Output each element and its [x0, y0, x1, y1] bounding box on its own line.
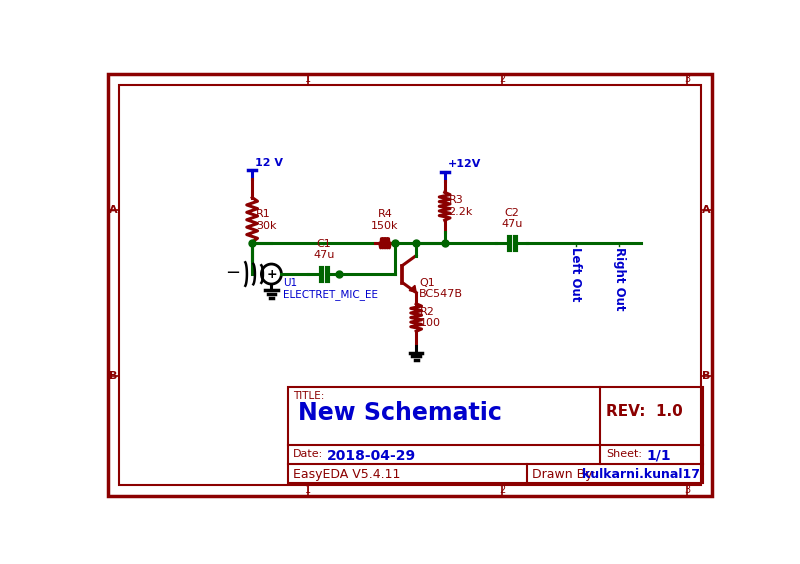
Bar [288, 387, 702, 483]
Text: R1
30k: R1 30k [256, 209, 277, 231]
Text: +: + [267, 267, 278, 280]
Text: 2018-04-29: 2018-04-29 [327, 449, 416, 463]
Text: TITLE:: TITLE: [293, 391, 324, 401]
Text: 2: 2 [499, 486, 506, 495]
Text: 1: 1 [305, 486, 310, 495]
Text: REV:  1.0: REV: 1.0 [606, 404, 683, 419]
Text: C1
47u: C1 47u [313, 239, 334, 260]
Text: EasyEDA V5.4.11: EasyEDA V5.4.11 [293, 468, 400, 481]
Text: R2
100: R2 100 [420, 307, 441, 328]
Text: Right Out: Right Out [613, 247, 626, 311]
Text: Q1
BC547B: Q1 BC547B [419, 278, 463, 299]
Text: R4
150k: R4 150k [371, 209, 398, 231]
Text: 1: 1 [305, 74, 310, 84]
Text: A: A [110, 205, 118, 215]
Text: 3: 3 [684, 486, 690, 495]
Text: C2
47u: C2 47u [501, 208, 522, 230]
Text: Left Out: Left Out [569, 247, 582, 302]
Text: 3: 3 [684, 74, 690, 84]
Text: kulkarni.kunal17: kulkarni.kunal17 [582, 468, 701, 481]
Text: Date:: Date: [293, 449, 323, 459]
Text: B: B [110, 371, 118, 381]
Text: B: B [702, 371, 710, 381]
Text: 1/1: 1/1 [646, 449, 671, 463]
Text: R3
2.2k: R3 2.2k [449, 196, 473, 217]
Text: Sheet:: Sheet: [606, 449, 642, 459]
Text: A: A [702, 205, 710, 215]
Text: 12 V: 12 V [255, 158, 283, 168]
Text: −: − [226, 265, 241, 282]
Text: U1
ELECTRET_MIC_EE: U1 ELECTRET_MIC_EE [283, 278, 378, 301]
Text: 2: 2 [499, 74, 506, 84]
Text: Drawn By:: Drawn By: [532, 468, 596, 481]
Polygon shape [409, 285, 416, 293]
Text: +12V: +12V [448, 159, 481, 169]
Text: New Schematic: New Schematic [298, 401, 502, 425]
